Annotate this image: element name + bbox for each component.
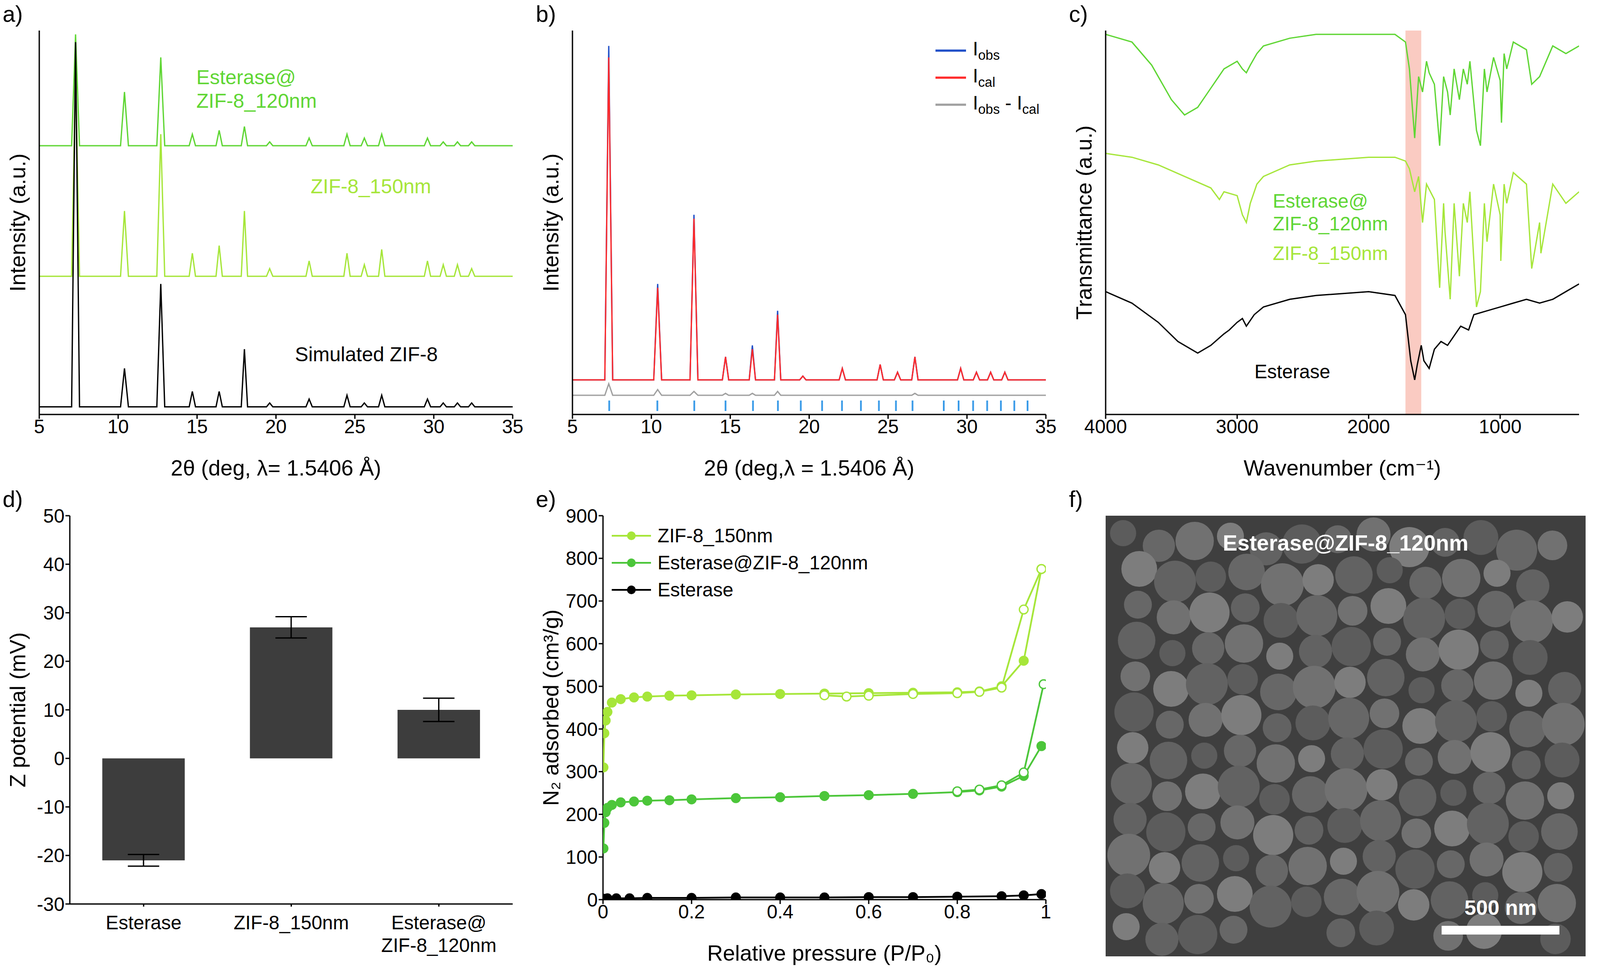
- svg-text:2000: 2000: [1347, 415, 1391, 438]
- svg-text:0: 0: [587, 889, 598, 911]
- svg-text:Z potential (mV): Z potential (mV): [5, 632, 31, 788]
- svg-text:Transmittance (a.u.): Transmittance (a.u.): [1072, 125, 1097, 320]
- svg-text:300: 300: [565, 760, 598, 783]
- svg-text:0: 0: [597, 901, 609, 923]
- svg-text:Esterase: Esterase: [105, 911, 182, 934]
- svg-text:20: 20: [798, 415, 820, 438]
- html-text:Esterase@ZIF-8_120nm: Esterase@ZIF-8_120nm: [657, 551, 869, 574]
- html-text:Esterase: Esterase: [657, 579, 734, 601]
- svg-text:3000: 3000: [1215, 415, 1259, 438]
- svg-text:2θ (deg, λ= 1.5406 Å): 2θ (deg, λ= 1.5406 Å): [170, 455, 381, 480]
- svg-text:-30: -30: [36, 893, 65, 915]
- html-text:ZIF-8_150nm: ZIF-8_150nm: [1272, 242, 1388, 264]
- html-text:c): c): [1068, 1, 1088, 27]
- svg-text:5: 5: [567, 415, 578, 438]
- html-text:Simulated ZIF-8: Simulated ZIF-8: [294, 342, 438, 366]
- svg-text:25: 25: [344, 415, 366, 438]
- svg-text:Intensity (a.u.): Intensity (a.u.): [5, 153, 31, 292]
- html-text:b): b): [535, 1, 557, 27]
- svg-text:35: 35: [1035, 415, 1057, 438]
- svg-text:400: 400: [565, 718, 598, 741]
- svg-text:30: 30: [423, 415, 445, 438]
- svg-text:100: 100: [565, 846, 598, 868]
- svg-text:30: 30: [43, 602, 65, 624]
- svg-text:4000: 4000: [1084, 415, 1128, 438]
- svg-text:0.4: 0.4: [766, 901, 794, 923]
- svg-text:700: 700: [565, 590, 598, 612]
- svg-text:N₂ adsorbed (cm³/g): N₂ adsorbed (cm³/g): [538, 609, 564, 806]
- svg-text:800: 800: [565, 547, 598, 569]
- svg-text:-20: -20: [36, 844, 65, 867]
- html-text:ZIF-8_150nm: ZIF-8_150nm: [657, 524, 773, 547]
- svg-text:0.8: 0.8: [943, 901, 971, 923]
- svg-text:0.6: 0.6: [855, 901, 882, 923]
- svg-text:20: 20: [43, 650, 65, 672]
- html-text:e): e): [535, 486, 557, 512]
- html-text:Esterase@: Esterase@: [1272, 190, 1369, 212]
- svg-text:500 nm: 500 nm: [1464, 896, 1537, 920]
- svg-text:Esterase@ZIF-8_120nm: Esterase@ZIF-8_120nm: [1223, 531, 1469, 556]
- html-text:Esterase@: Esterase@: [196, 65, 296, 89]
- svg-text:30: 30: [956, 415, 978, 438]
- svg-text:50: 50: [43, 505, 65, 527]
- svg-text:15: 15: [719, 415, 741, 438]
- html-text:Esterase: Esterase: [1254, 360, 1331, 383]
- svg-text:0.2: 0.2: [678, 901, 705, 923]
- svg-text:10: 10: [107, 415, 129, 438]
- svg-text:600: 600: [565, 633, 598, 655]
- svg-text:500: 500: [565, 675, 598, 698]
- svg-text:900: 900: [565, 505, 598, 527]
- svg-text:35: 35: [502, 415, 524, 438]
- svg-text:40: 40: [43, 553, 65, 576]
- svg-text:Relative pressure (P/P₀): Relative pressure (P/P₀): [707, 941, 943, 966]
- svg-text:0: 0: [54, 747, 65, 770]
- svg-text:ZIF-8_150nm: ZIF-8_150nm: [233, 911, 349, 934]
- html-text:Iobs- Ical: Iobs- Ical: [972, 92, 1040, 117]
- svg-text:1000: 1000: [1478, 415, 1522, 438]
- html-text:d): d): [2, 486, 23, 512]
- svg-text:-10: -10: [36, 796, 65, 818]
- svg-text:20: 20: [265, 415, 287, 438]
- svg-text:10: 10: [43, 699, 65, 721]
- html-text:a): a): [2, 1, 23, 27]
- html-text:ZIF-8_120nm: ZIF-8_120nm: [196, 89, 317, 113]
- svg-text:25: 25: [877, 415, 899, 438]
- html-text:ZIF-8_150nm: ZIF-8_150nm: [310, 174, 432, 198]
- svg-text:10: 10: [640, 415, 662, 438]
- html-text:Ical: Ical: [972, 65, 996, 90]
- svg-text:1: 1: [1040, 901, 1052, 923]
- svg-text:15: 15: [186, 415, 208, 438]
- svg-text:2θ (deg,λ = 1.5406 Å): 2θ (deg,λ = 1.5406 Å): [703, 455, 915, 480]
- svg-text:Esterase@ZIF-8_120nm: Esterase@ZIF-8_120nm: [381, 911, 497, 956]
- html-text:Iobs: Iobs: [972, 38, 1000, 63]
- svg-text:5: 5: [34, 415, 45, 438]
- html-text:ZIF-8_120nm: ZIF-8_120nm: [1272, 212, 1388, 235]
- html-text:f): f): [1068, 486, 1083, 512]
- svg-text:Intensity (a.u.): Intensity (a.u.): [538, 153, 564, 292]
- svg-text:200: 200: [565, 803, 598, 826]
- svg-text:Wavenumber (cm⁻¹): Wavenumber (cm⁻¹): [1243, 455, 1441, 480]
